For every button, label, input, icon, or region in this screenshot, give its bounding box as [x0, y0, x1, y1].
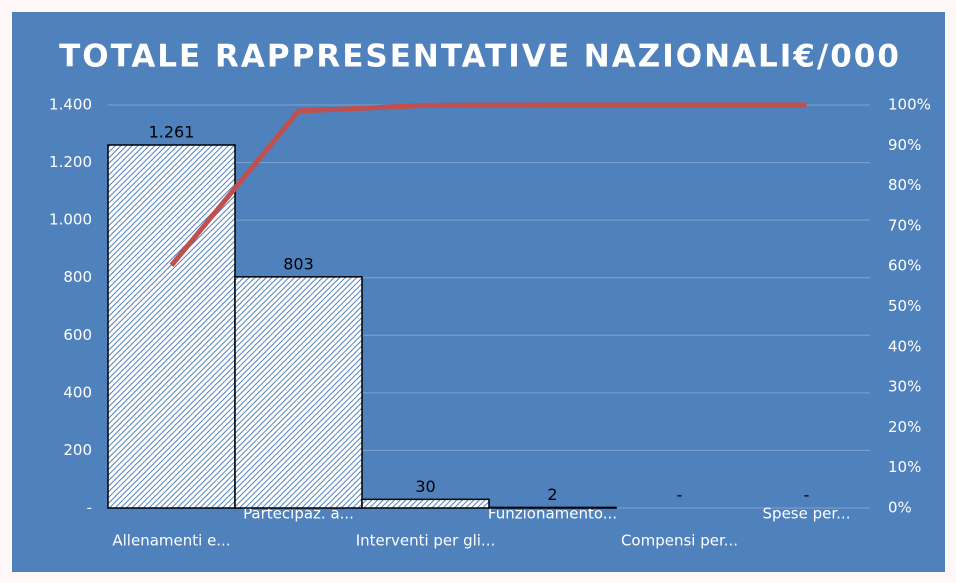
value-label: 803	[283, 254, 314, 273]
bar	[488, 506, 617, 509]
x-tick-label: Spese per...	[763, 505, 851, 523]
y2-tick-label: 40%	[888, 337, 921, 355]
y2-tick-label: 70%	[888, 216, 921, 234]
y2-tick-label: 50%	[888, 297, 921, 315]
x-tick-label: Allenamenti e...	[112, 532, 230, 550]
y-tick-label: -	[87, 499, 92, 517]
chart-title: TOTALE RAPPRESENTATIVE NAZIONALI€/000	[59, 39, 901, 75]
y2-tick-label: 100%	[888, 96, 931, 114]
bar	[361, 498, 490, 509]
y2-tick-label: 90%	[888, 136, 921, 154]
y2-tick-label: 30%	[888, 378, 921, 396]
x-tick-label: Funzionamento...	[488, 505, 617, 523]
value-label: 2	[547, 485, 557, 504]
y-tick-label: 600	[63, 326, 92, 344]
x-tick-label: Compensi per...	[621, 532, 738, 550]
y-tick-label: 1.000	[49, 211, 92, 229]
value-label: -	[677, 486, 683, 505]
value-label: 1.261	[149, 123, 195, 142]
y-tick-label: 800	[63, 268, 92, 286]
y-tick-label: 200	[63, 441, 92, 459]
y2-tick-label: 0%	[888, 499, 912, 517]
bar	[107, 144, 236, 509]
value-label: 30	[415, 477, 435, 496]
bar	[234, 276, 363, 509]
y2-tick-label: 20%	[888, 418, 921, 436]
y2-tick-label: 80%	[888, 176, 921, 194]
x-tick-label: Partecipaz. a...	[243, 505, 354, 523]
y-tick-label: 1.400	[49, 96, 92, 114]
y-tick-label: 400	[63, 383, 92, 401]
y2-tick-label: 10%	[888, 458, 921, 476]
y2-tick-label: 60%	[888, 257, 921, 275]
y-tick-label: 1.200	[49, 153, 92, 171]
value-label: -	[804, 486, 810, 505]
x-tick-label: Interventi per gli...	[356, 532, 495, 550]
pareto-line	[169, 102, 807, 267]
